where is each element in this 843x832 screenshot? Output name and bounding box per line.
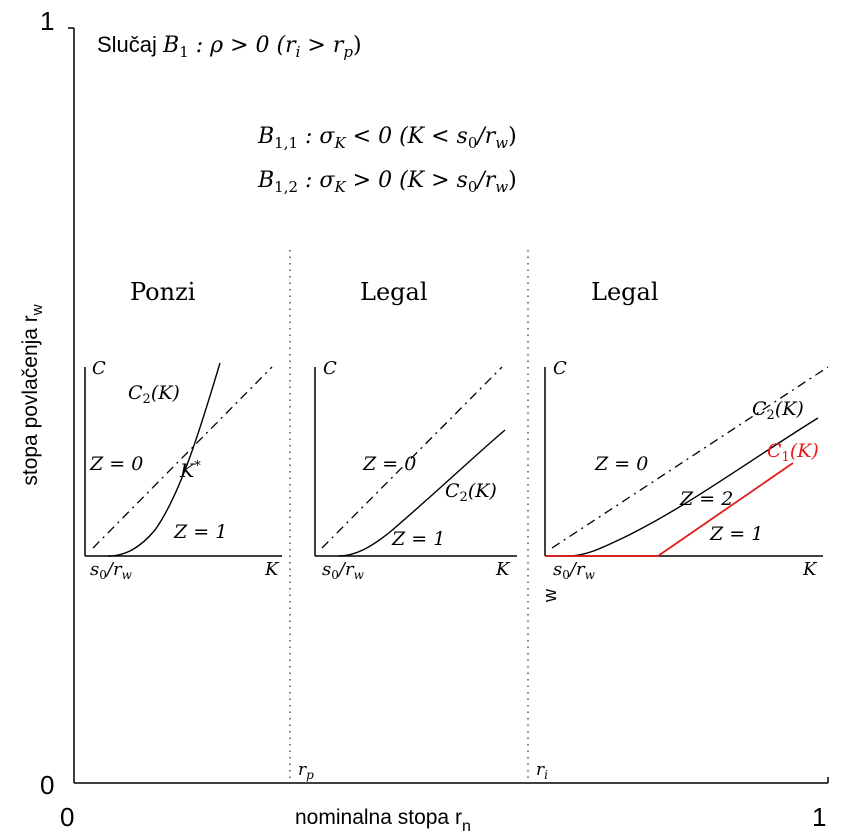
stray-w-label: w — [540, 588, 560, 603]
panel-legal-2-dashdot-line — [551, 366, 829, 549]
panel-legal-2-c2-curve — [567, 417, 819, 557]
subcase-2: B1,2 : σK > 0 (K > s0/rw) — [257, 168, 517, 196]
y-tick-top: 1 — [40, 6, 54, 36]
subcase-1-close: ) — [508, 124, 517, 149]
panel-legal-2-z2-label: Z = 2 — [679, 488, 733, 510]
panel-ponzi-k-label: K — [264, 559, 280, 580]
y-tick-bottom: 0 — [40, 770, 54, 800]
subcase-1-s-sub: 0 — [468, 134, 478, 152]
boundary-ri-label: ri — [536, 760, 548, 782]
panel-legal-1-z1-label: Z = 1 — [391, 528, 445, 550]
y-axis-title-main: stopa povlačenja r — [19, 315, 42, 485]
case-heading-name: B — [162, 33, 179, 58]
subcase-1-slash: /r — [475, 124, 496, 149]
subcase-1-rel: < 0 (K < s — [346, 124, 468, 149]
panel-legal-1-k-label: K — [495, 559, 511, 580]
case-heading-condition: : ρ > 0 (r — [189, 33, 297, 58]
panel-legal-1-c-label: C — [323, 358, 337, 379]
region-title-legal-1: Legal — [360, 278, 428, 306]
panel-legal-2-c-label: C — [553, 358, 567, 379]
panel-legal-1-c2-curve — [337, 429, 506, 557]
panel-legal-2-s0rw-label: s0/rw — [553, 559, 596, 582]
panel-ponzi-c-label: C — [92, 358, 106, 379]
subcase-2-text: : σ — [298, 168, 335, 193]
boundary-rp-label: rp — [298, 760, 314, 782]
panel-ponzi-z1-label: Z = 1 — [173, 521, 227, 543]
subcase-2-sigma-sub: K — [333, 178, 346, 196]
region-title-ponzi: Ponzi — [130, 278, 196, 306]
panel-legal-1-s0rw-label: s0/rw — [322, 559, 365, 582]
panel-legal-2-k-label: K — [802, 559, 818, 580]
subcase-1: B1,1 : σK < 0 (K < s0/rw) — [257, 124, 517, 152]
subcase-2-sub: 1,2 — [274, 178, 298, 196]
subcase-2-name: B — [257, 168, 274, 193]
panel-legal-1-z0-label: Z = 0 — [362, 453, 416, 475]
case-heading-sub: 1 — [179, 43, 189, 61]
subcase-1-text: : σ — [298, 124, 335, 149]
subcase-1-name: B — [257, 124, 274, 149]
subcase-2-s-sub: 0 — [468, 178, 478, 196]
subcase-2-close: ) — [508, 168, 517, 193]
y-axis-title: stopa povlačenja rw — [19, 304, 46, 485]
y-axis-title-sub: w — [29, 304, 46, 316]
panel-legal-2-z1-label: Z = 1 — [709, 523, 763, 545]
panel-legal-2-c1-label: C1(K) — [767, 440, 819, 465]
subcase-1-sub: 1,1 — [274, 134, 298, 152]
panel-ponzi-dashdot-line — [92, 366, 273, 549]
panel-ponzi: C K C2(K) Z = 0 K* Z = 1 s0/rw — [84, 358, 282, 582]
panel-legal-2-c2-label: C2(K) — [752, 398, 804, 423]
x-axis-title: nominalna stopa rn — [295, 806, 471, 832]
x-axis-title-main: nominalna stopa r — [295, 806, 462, 829]
panel-ponzi-kstar-label: K* — [179, 459, 201, 482]
panel-ponzi-s0rw-label: s0/rw — [90, 559, 133, 582]
case-heading-mid: > r — [300, 33, 344, 58]
subcase-2-rel: > 0 (K > s — [346, 168, 468, 193]
panel-legal-2-c1-curve — [545, 462, 794, 557]
case-heading-close: ) — [353, 33, 362, 58]
region-title-legal-2: Legal — [591, 278, 659, 306]
subcase-1-sigma-sub: K — [333, 134, 346, 152]
x-tick-left: 0 — [60, 802, 74, 832]
panel-ponzi-c2-label: C2(K) — [128, 382, 180, 407]
panel-legal-1-dashdot-line — [321, 366, 503, 549]
panel-legal-2: C K C2(K) C1(K) Z = 0 Z = 2 Z = 1 s0/rw … — [540, 358, 829, 603]
subcase-1-r-sub: w — [495, 134, 508, 152]
case-heading: Slučaj B1 : ρ > 0 (ri > rp) — [97, 32, 362, 61]
panel-ponzi-z0-label: Z = 0 — [89, 453, 143, 475]
case-heading-rp-sub: p — [343, 43, 353, 61]
panel-legal-1: C K Z = 0 C2(K) Z = 1 s0/rw — [314, 358, 517, 582]
x-tick-right: 1 — [812, 802, 826, 832]
subcase-2-r-sub: w — [495, 178, 508, 196]
panel-ponzi-c2-curve — [107, 362, 221, 557]
subcase-2-slash: /r — [475, 168, 496, 193]
x-axis-title-sub: n — [462, 818, 471, 832]
case-heading-prefix: Slučaj — [97, 32, 163, 57]
case-heading-ri-sub: i — [296, 43, 301, 61]
panel-legal-2-z0-label: Z = 0 — [594, 453, 648, 475]
panel-legal-1-c2-label: C2(K) — [445, 480, 497, 505]
